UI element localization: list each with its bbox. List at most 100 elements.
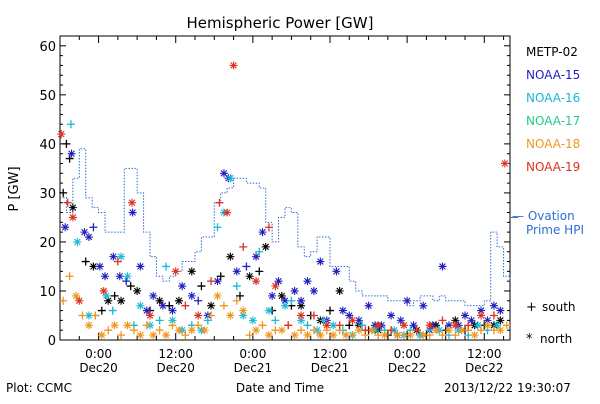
data-point-north: [136, 331, 145, 340]
data-point-north: [168, 316, 177, 325]
data-point-south: [242, 262, 251, 271]
legend-item-noaa-17: NOAA-17: [526, 114, 580, 128]
data-point-north: [258, 228, 267, 237]
data-point-south: [62, 139, 71, 148]
x-tick-label-date: Dec20: [79, 361, 118, 375]
data-point-south: [451, 331, 460, 340]
data-point-south: [110, 291, 119, 300]
x-tick-label-time: 12:00: [313, 347, 348, 361]
legend-item-noaa-15: NOAA-15: [526, 68, 580, 82]
data-point-north: [168, 306, 177, 315]
data-point-south: [412, 326, 421, 335]
data-point-north: [467, 316, 476, 325]
data-point-south: [425, 331, 434, 340]
legend-item-noaa-16: NOAA-16: [526, 91, 580, 105]
data-point-south: [219, 301, 228, 310]
data-point-north: [387, 311, 396, 320]
data-point-south: [59, 188, 68, 197]
data-point-north: [226, 252, 235, 261]
x-tick-label-date: Dec21: [234, 361, 273, 375]
data-point-north: [213, 277, 222, 286]
data-point-south: [464, 321, 473, 330]
plot-frame: [59, 35, 511, 341]
data-point-north: [68, 203, 77, 212]
legend-item-metp-02: METP-02: [526, 45, 578, 59]
data-point-north: [496, 326, 505, 335]
data-point-north: [409, 321, 418, 330]
x-tick-label-time: 12:00: [467, 347, 502, 361]
data-point-north: [364, 301, 373, 310]
data-point-north: [393, 331, 402, 340]
data-point-south: [162, 262, 171, 271]
data-point-south: [258, 321, 267, 330]
data-point-south: [345, 321, 354, 330]
data-point-south: [239, 242, 248, 251]
data-point-north: [329, 321, 338, 330]
data-point-south: [207, 311, 216, 320]
data-point-north: [297, 316, 306, 325]
legend-item-noaa-18: NOAA-18: [526, 137, 580, 151]
data-point-north: [162, 331, 171, 340]
data-point-north: [95, 262, 104, 271]
data-point-south: [255, 267, 264, 276]
data-point-south: [232, 282, 241, 291]
data-point-south: [348, 331, 357, 340]
data-point-north: [128, 208, 137, 217]
data-point-north: [109, 252, 118, 261]
data-point-north: [396, 316, 405, 325]
data-point-south: [97, 306, 106, 315]
data-point-north: [309, 286, 318, 295]
data-point-south: [104, 326, 113, 335]
legend-north-glyph: *: [526, 332, 533, 347]
data-point-north: [97, 331, 106, 340]
data-point-north: [496, 306, 505, 315]
data-point-north: [345, 311, 354, 320]
y-tick-label: 20: [39, 236, 56, 251]
data-point-north: [316, 331, 325, 340]
x-tick-label-date: Dec22: [465, 361, 504, 375]
data-point-north: [451, 321, 460, 330]
data-point-north: [281, 296, 289, 305]
data-point-north: [438, 262, 447, 271]
data-point-north: [110, 321, 119, 330]
data-point-south: [489, 311, 498, 320]
data-point-south: [335, 321, 344, 330]
data-point-south: [91, 311, 100, 320]
data-point-north: [200, 326, 209, 335]
data-point-north: [68, 213, 77, 222]
plot-timestamp: 2013/12/22 19:30:07: [444, 381, 571, 395]
data-point-north: [73, 237, 82, 246]
data-point-south: [309, 326, 318, 335]
y-tick-label: 40: [39, 138, 56, 153]
data-point-south: [122, 277, 131, 286]
data-point-north: [187, 326, 196, 335]
data-point-north: [174, 326, 183, 335]
data-point-north: [248, 316, 257, 325]
data-point-south: [213, 223, 222, 232]
data-point-south: [236, 291, 244, 300]
data-point-south: [108, 306, 117, 315]
x-tick-label-date: Dec21: [311, 361, 350, 375]
data-point-south: [194, 296, 203, 305]
data-point-north: [226, 174, 235, 183]
data-point-south: [326, 306, 334, 315]
data-point-south: [203, 316, 212, 325]
data-point-north: [99, 286, 108, 295]
data-point-north: [264, 331, 273, 340]
data-point-north: [281, 301, 289, 310]
data-point-north: [252, 326, 261, 335]
data-point-north: [461, 311, 469, 320]
data-point-north: [149, 331, 158, 340]
data-point-south: [477, 326, 486, 335]
data-point-north: [171, 267, 180, 276]
data-point-north: [277, 326, 286, 335]
data-point-north: [146, 311, 154, 320]
data-point-south: [255, 247, 264, 256]
legend-ovation-line2: Prime HPI: [526, 223, 584, 237]
data-point-north: [84, 321, 93, 330]
data-point-north: [470, 331, 479, 340]
data-point-north: [232, 267, 241, 276]
data-point-north: [223, 208, 232, 217]
data-point-south: [438, 331, 447, 340]
